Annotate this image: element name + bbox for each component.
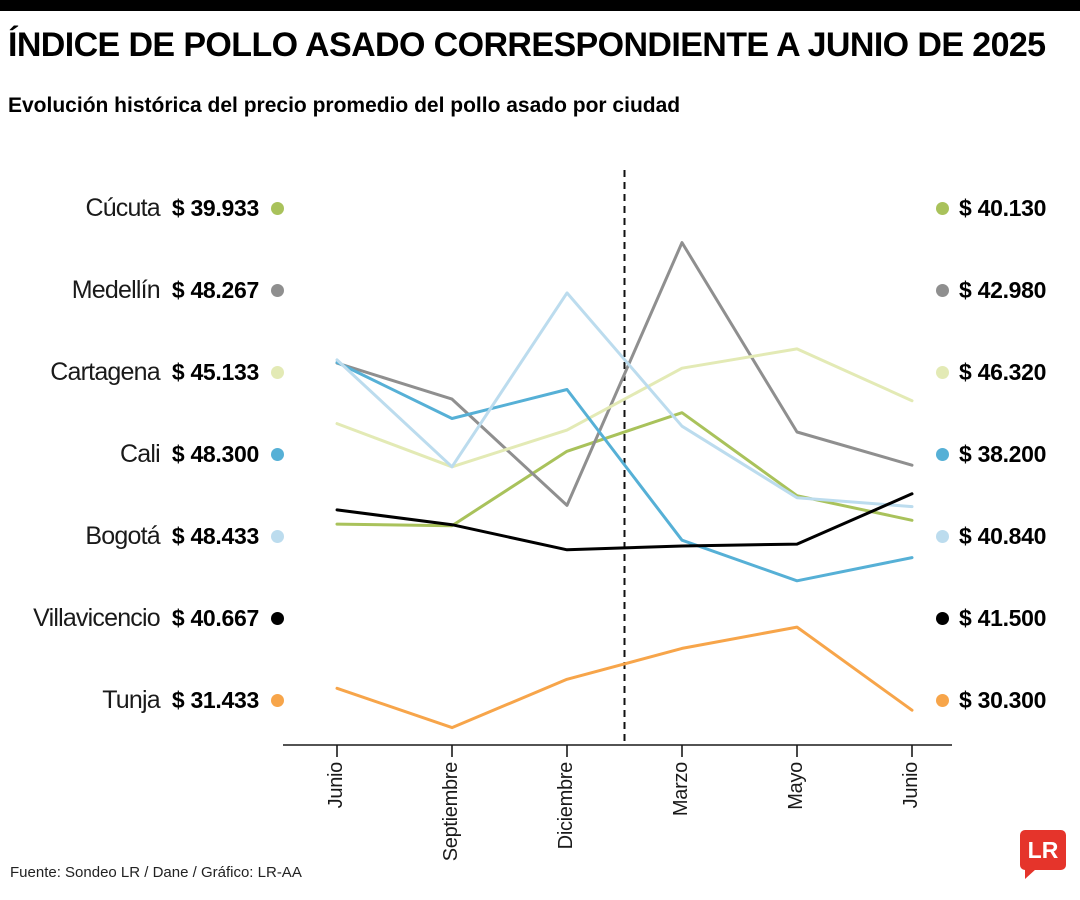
series-color-dot [271, 611, 284, 625]
legend-row-right-0: $ 40.130 [936, 188, 1080, 228]
legend-row-left-1: Medellín $ 48.267 [0, 270, 284, 310]
series-line-6 [335, 625, 914, 730]
chart-subtitle: Evolución histórica del precio promedio … [8, 94, 681, 117]
legend-row-right-1: $ 42.980 [936, 270, 1080, 310]
legend-row-left-5: Villavicencio $ 40.667 [0, 598, 284, 638]
legend-row-left-0: Cúcuta $ 39.933 [0, 188, 284, 228]
lr-logo-text: LR [1027, 836, 1059, 863]
series-color-dot [936, 283, 949, 297]
x-tick-label-0: Junio [325, 762, 347, 809]
series-line-1 [335, 241, 914, 507]
series-color-dot [271, 201, 284, 215]
lr-logo-tail-icon [1025, 869, 1036, 879]
legend-row-left-4: Bogotá $ 48.433 [0, 516, 284, 556]
legend-row-right-3: $ 38.200 [936, 434, 1080, 474]
start-price-label: $ 48.300 [171, 440, 259, 467]
end-price-label: $ 38.200 [959, 440, 1047, 467]
legend-row-left-2: Cartagena $ 45.133 [0, 352, 284, 392]
lr-logo: LR [1020, 830, 1066, 879]
series-line-2 [335, 347, 914, 469]
legend-row-right-2: $ 46.320 [936, 352, 1080, 392]
series-line-4 [335, 291, 914, 509]
legend-row-left-6: Tunja $ 31.433 [0, 680, 284, 720]
x-tick-label-3: Marzo [670, 762, 692, 817]
city-label: Bogotá [85, 521, 160, 550]
end-price-label: $ 46.320 [959, 358, 1047, 385]
series-line-5 [335, 492, 914, 552]
top-bar [0, 0, 1080, 11]
city-label: Cali [119, 439, 161, 468]
start-price-label: $ 40.667 [171, 604, 259, 631]
start-price-label: $ 31.433 [171, 686, 259, 713]
end-price-label: $ 40.840 [959, 522, 1047, 549]
x-tick-label-4: Mayo [785, 762, 807, 810]
series-color-dot [271, 693, 284, 707]
legend-row-right-5: $ 41.500 [936, 598, 1080, 638]
series-color-dot [271, 365, 284, 379]
end-price-label: $ 42.980 [959, 276, 1047, 303]
x-tick-label-2: Diciembre [555, 762, 577, 850]
city-label: Tunja [102, 685, 160, 714]
footer-source: Fuente: Sondeo LR / Dane / Gráfico: LR-A… [10, 864, 302, 881]
end-price-label: $ 40.130 [959, 194, 1047, 221]
legend-row-left-3: Cali $ 48.300 [0, 434, 284, 474]
series-color-dot [271, 283, 284, 297]
page-title: ÍNDICE DE POLLO ASADO CORRESPONDIENTE A … [8, 26, 1046, 64]
city-label: Cúcuta [85, 193, 160, 222]
series-color-dot [936, 611, 949, 625]
city-label: Villavicencio [33, 603, 161, 632]
series-color-dot [271, 529, 284, 543]
city-label: Medellín [71, 275, 161, 304]
series-color-dot [936, 201, 949, 215]
series-color-dot [936, 447, 949, 461]
x-tick-label-5: Junio [900, 762, 922, 809]
start-price-label: $ 48.433 [171, 522, 259, 549]
series-color-dot [271, 447, 284, 461]
series-color-dot [936, 529, 949, 543]
legend-row-right-4: $ 40.840 [936, 516, 1080, 556]
end-price-label: $ 30.300 [959, 686, 1047, 713]
series-color-dot [936, 365, 949, 379]
end-price-label: $ 41.500 [959, 604, 1047, 631]
city-label: Cartagena [50, 357, 160, 386]
legend-row-right-6: $ 30.300 [936, 680, 1080, 720]
series-line-3 [335, 360, 914, 583]
start-price-label: $ 48.267 [171, 276, 259, 303]
start-price-label: $ 39.933 [171, 194, 259, 221]
start-price-label: $ 45.133 [171, 358, 259, 385]
x-tick-label-1: Septiembre [440, 762, 462, 862]
series-color-dot [936, 693, 949, 707]
